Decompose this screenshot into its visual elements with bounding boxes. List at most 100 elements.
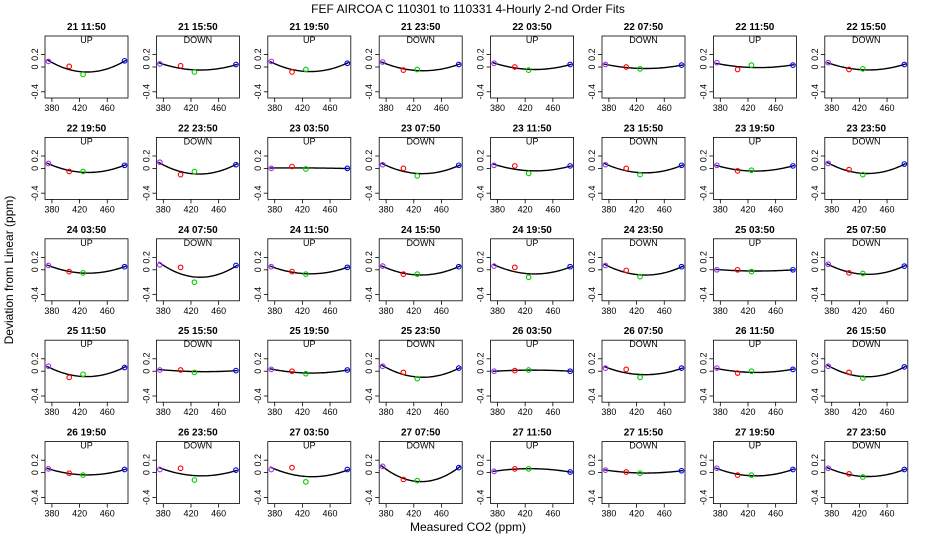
x-tick-label: 420: [518, 306, 533, 316]
data-point: [268, 263, 275, 270]
y-tick-label: 0.2: [30, 150, 40, 163]
panel-direction-label: DOWN: [852, 441, 881, 451]
x-tick-label: 460: [657, 103, 672, 113]
data-point: [45, 363, 52, 370]
x-tick-label: 380: [713, 103, 728, 113]
panel-direction-label: UP: [526, 238, 539, 248]
data-point: [66, 168, 73, 175]
data-point: [400, 165, 407, 172]
chart-panel: 24 07:50 DOWN -0.4 0 0.2 380 420 460: [141, 225, 240, 316]
data-point: [344, 264, 351, 271]
panel-time-label: 25 19:50: [290, 326, 330, 337]
x-tick-label: 420: [183, 204, 198, 214]
panel-direction-label: DOWN: [184, 35, 213, 45]
data-point: [80, 472, 86, 478]
x-tick-label: 420: [295, 509, 310, 519]
data-point: [748, 472, 755, 478]
x-tick-label: 460: [211, 509, 226, 519]
data-point: [678, 365, 685, 371]
x-tick-label: 420: [72, 103, 87, 113]
y-tick-label: 0.2: [30, 251, 40, 264]
panel-time-label: 24 11:50: [290, 225, 329, 236]
y-tick-label: 0.2: [364, 353, 374, 366]
data-point: [491, 468, 497, 475]
y-tick-label: -0.4: [364, 490, 374, 506]
y-tick-label: 0: [30, 369, 40, 374]
data-point: [623, 267, 630, 274]
x-tick-label: 420: [295, 204, 310, 214]
chart-panel: 23 03:50 UP -0.4 0 0.2 380 420 460: [253, 123, 352, 214]
data-point: [414, 375, 421, 382]
x-tick-label: 460: [768, 103, 783, 113]
y-tick-label: -0.4: [253, 388, 263, 404]
data-point: [45, 466, 52, 472]
chart-panel: 25 11:50 UP -0.4 0 0.2 380 420 460: [30, 326, 129, 417]
panel-direction-label: UP: [749, 136, 762, 146]
x-tick-label: 460: [211, 103, 226, 113]
x-tick-label: 420: [740, 204, 755, 214]
x-tick-label: 460: [880, 306, 895, 316]
fit-curve: [826, 61, 906, 71]
data-point: [268, 366, 275, 373]
x-tick-label: 460: [323, 509, 338, 519]
data-point: [859, 66, 866, 72]
data-point: [748, 368, 755, 375]
data-point: [121, 466, 128, 473]
x-tick-label: 380: [156, 204, 171, 214]
y-tick-label: 0: [253, 267, 263, 272]
panel-time-label: 25 11:50: [67, 326, 106, 337]
data-point: [268, 466, 275, 473]
data-point: [511, 264, 518, 271]
y-tick-label: 0: [141, 369, 151, 374]
data-point: [623, 366, 630, 373]
data-point: [344, 367, 351, 373]
x-tick-label: 420: [629, 204, 644, 214]
data-point: [748, 268, 755, 275]
panel-direction-label: UP: [80, 339, 93, 349]
data-point: [901, 61, 908, 68]
data-point: [511, 64, 518, 70]
panel-time-label: 27 03:50: [290, 428, 330, 439]
y-tick-label: -0.4: [476, 388, 486, 404]
data-point: [379, 161, 386, 168]
x-tick-label: 420: [740, 407, 755, 417]
chart-panel: 24 19:50 UP -0.4 0 0.2 380 420 460: [476, 225, 575, 316]
x-tick-label: 420: [406, 407, 421, 417]
y-tick-label: -0.4: [698, 287, 708, 303]
y-tick-label: -0.4: [810, 388, 820, 404]
data-point: [901, 364, 908, 370]
data-point: [734, 370, 741, 376]
panel-direction-label: DOWN: [184, 339, 213, 349]
chart-panel: 26 11:50 UP -0.4 0 0.2 380 420 460: [698, 326, 797, 417]
y-tick-label: 0.2: [587, 353, 597, 366]
fit-curve: [46, 59, 127, 73]
panel-direction-label: DOWN: [184, 136, 213, 146]
chart-panel: 22 11:50 UP -0.4 0 0.2 380 420 460: [698, 22, 797, 113]
x-tick-label: 420: [406, 103, 421, 113]
x-tick-label: 380: [379, 103, 394, 113]
fit-curve: [380, 465, 461, 483]
chart-panel: 27 07:50 DOWN -0.4 0 0.2 380 420 460: [364, 428, 463, 519]
y-tick-label: 0.2: [587, 454, 597, 467]
y-tick-label: 0: [253, 64, 263, 69]
panel-time-label: 24 23:50: [624, 225, 664, 236]
y-tick-label: -0.4: [364, 185, 374, 201]
chart-panel: 25 23:50 DOWN -0.4 0 0.2 380 420 460: [364, 326, 463, 417]
fit-curve: [158, 61, 238, 71]
data-point: [157, 261, 163, 268]
chart-panel: 22 03:50 UP -0.4 0 0.2 380 420 460: [476, 22, 575, 113]
y-tick-label: 0.2: [364, 251, 374, 264]
data-point: [623, 64, 630, 70]
y-tick-label: -0.4: [30, 287, 40, 303]
data-point: [177, 62, 184, 69]
x-tick-label: 420: [183, 306, 198, 316]
chart-panel: 25 07:50 DOWN -0.4 0 0.2 380 420 460: [810, 225, 909, 316]
y-tick-label: 0.2: [476, 353, 486, 366]
y-tick-label: 0: [30, 470, 40, 475]
data-point: [121, 263, 128, 270]
x-tick-label: 380: [824, 509, 839, 519]
y-tick-label: 0.2: [253, 353, 263, 366]
data-point: [414, 271, 421, 277]
y-tick-label: 0.2: [476, 48, 486, 61]
x-tick-label: 420: [852, 407, 867, 417]
